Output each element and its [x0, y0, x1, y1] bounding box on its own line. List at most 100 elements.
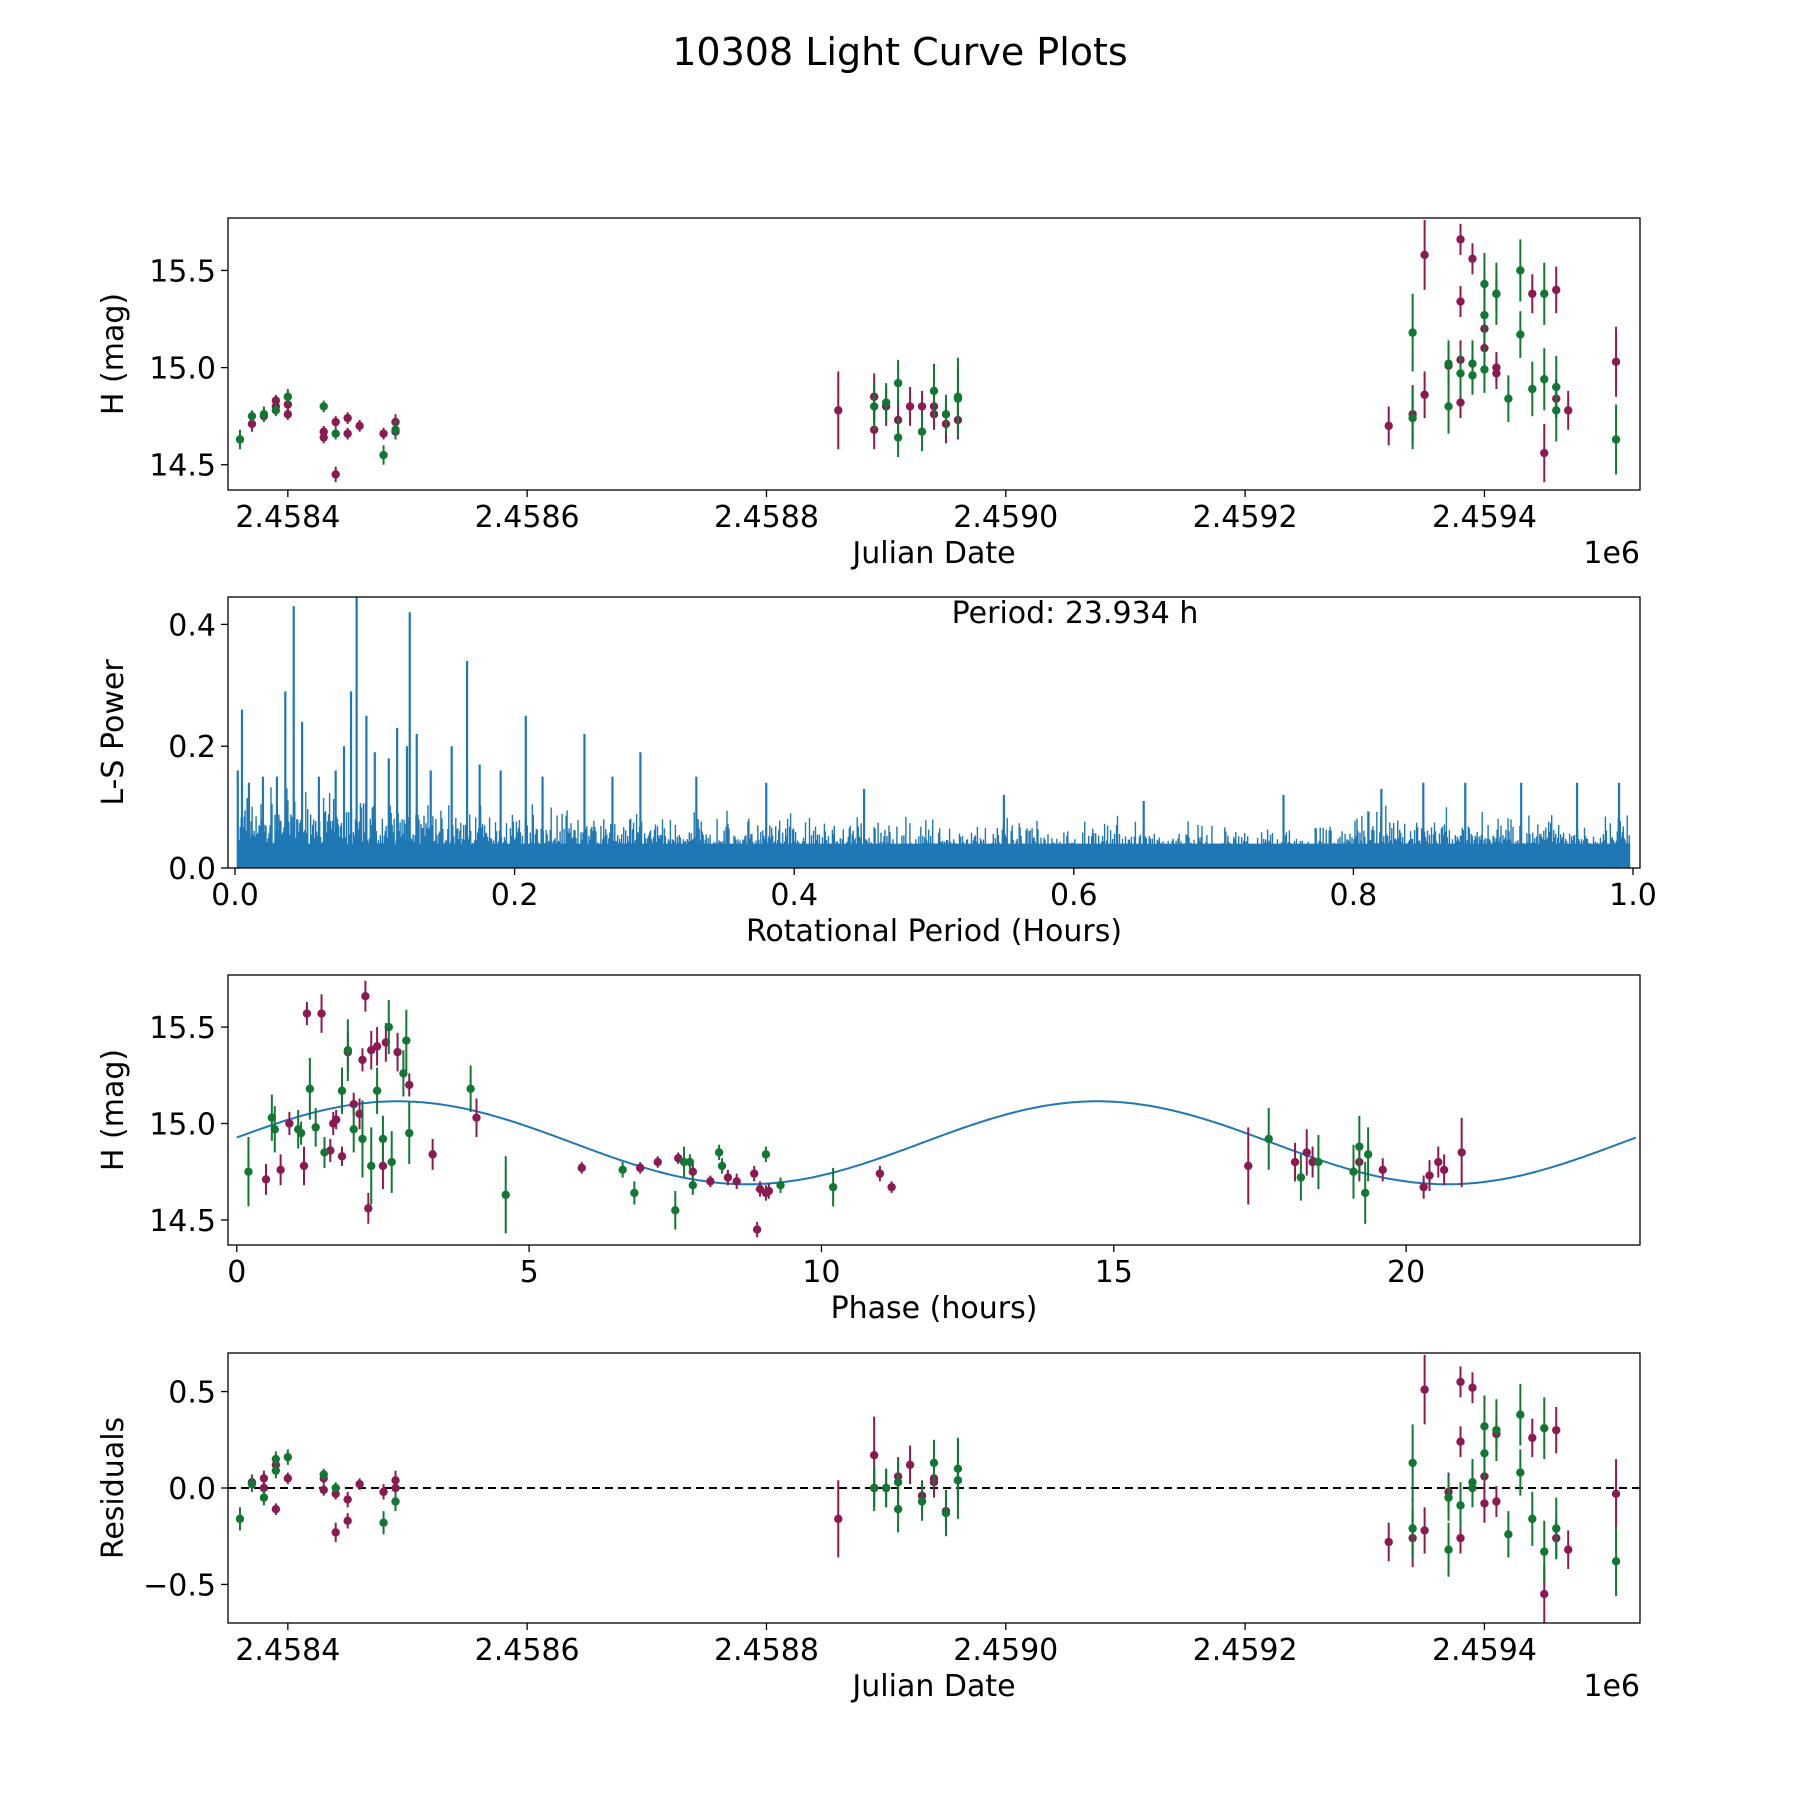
data-point: [1456, 235, 1465, 244]
data-point: [364, 1204, 373, 1213]
data-point: [1528, 289, 1537, 298]
data-point: [869, 1483, 879, 1493]
data-point: [1456, 1501, 1465, 1510]
data-point: [1540, 1424, 1549, 1433]
y-tick-label: 15.0: [149, 1108, 216, 1143]
x-axis-label: Julian Date: [850, 1669, 1015, 1704]
x-tick-label: 2.4590: [953, 1633, 1058, 1668]
data-point: [378, 1161, 388, 1171]
data-point: [391, 1497, 400, 1506]
x-tick-label: 0.2: [491, 878, 539, 913]
data-point: [929, 386, 939, 396]
y-tick-label: −0.5: [143, 1568, 216, 1603]
data-point: [1516, 266, 1525, 275]
data-point: [828, 1182, 838, 1192]
data-point: [834, 1514, 843, 1524]
data-point: [750, 1169, 759, 1178]
data-point: [372, 1042, 382, 1051]
data-point: [717, 1161, 727, 1171]
data-point: [1314, 1157, 1323, 1167]
data-point: [247, 1479, 257, 1489]
data-point: [1540, 1589, 1549, 1599]
x-tick-label: 10: [802, 1255, 840, 1290]
data-point: [259, 410, 269, 419]
data-point: [349, 1125, 358, 1134]
data-point: [714, 1148, 724, 1157]
x-tick-label: 20: [1387, 1255, 1425, 1290]
data-point: [887, 1182, 896, 1192]
data-point: [1528, 1433, 1537, 1443]
data-point: [1425, 1171, 1434, 1180]
data-point: [1564, 1545, 1573, 1554]
data-point: [630, 1188, 639, 1198]
data-point: [941, 410, 951, 419]
data-point: [1492, 289, 1501, 298]
plot-area: [236, 980, 1637, 1238]
data-point: [688, 1181, 698, 1190]
data-point: [1444, 359, 1453, 368]
data-point: [302, 1009, 312, 1018]
data-point: [764, 1186, 774, 1196]
data-point: [355, 421, 364, 431]
axes-frame: [227, 974, 1641, 1246]
data-point: [834, 406, 843, 415]
data-point: [1439, 1165, 1449, 1174]
data-point: [283, 1474, 293, 1483]
data-point: [1444, 1545, 1453, 1554]
data-point: [1408, 1524, 1417, 1533]
data-point: [331, 1483, 340, 1493]
data-point: [917, 427, 927, 436]
data-point: [1528, 384, 1537, 394]
data-point: [1408, 413, 1417, 423]
figure-title: 10308 Light Curve Plots: [672, 30, 1127, 74]
data-point: [1468, 1383, 1477, 1392]
data-point: [331, 417, 340, 427]
data-point: [317, 1009, 326, 1018]
data-point: [358, 1134, 367, 1144]
data-point: [723, 1173, 733, 1182]
data-point: [1552, 406, 1561, 415]
data-point: [405, 1080, 414, 1090]
data-point: [331, 1528, 340, 1537]
data-point: [271, 406, 281, 415]
data-point: [271, 1505, 281, 1514]
data-point: [905, 1460, 915, 1470]
data-point: [466, 1084, 475, 1093]
y-tick-label: 0.5: [168, 1376, 216, 1411]
x-tick-label: 2.4584: [235, 1633, 340, 1668]
y-axis-label: L-S Power: [96, 659, 131, 806]
data-point: [320, 1148, 329, 1157]
data-point: [247, 411, 257, 421]
data-point: [311, 1123, 320, 1132]
data-point: [752, 1225, 762, 1234]
data-point: [361, 992, 370, 1001]
data-point: [343, 413, 352, 423]
data-point: [1480, 365, 1489, 374]
data-point: [1456, 369, 1465, 378]
series-green: [235, 1383, 1621, 1596]
period-annotation: Period: 23.934 h: [952, 596, 1199, 631]
data-point: [929, 1458, 939, 1468]
data-point: [1528, 1514, 1537, 1524]
data-point: [917, 402, 927, 411]
data-point: [1420, 390, 1429, 399]
data-point: [1516, 1468, 1525, 1477]
y-tick-label: 14.5: [149, 1204, 216, 1239]
x-tick-label: 0.0: [211, 878, 259, 913]
data-point: [283, 1452, 293, 1462]
plot-area: [235, 219, 1621, 483]
data-point: [379, 450, 388, 460]
data-point: [259, 1483, 269, 1493]
data-point: [635, 1163, 645, 1173]
x-tick-label: 2.4588: [714, 500, 819, 535]
data-point: [1540, 375, 1549, 384]
data-point: [343, 1516, 352, 1525]
data-point: [283, 392, 293, 401]
data-point: [941, 1508, 951, 1518]
data-point: [343, 1046, 353, 1055]
data-point: [343, 429, 352, 438]
data-point: [1552, 285, 1561, 295]
data-point: [1290, 1157, 1300, 1167]
axes-frame: [227, 217, 1641, 491]
